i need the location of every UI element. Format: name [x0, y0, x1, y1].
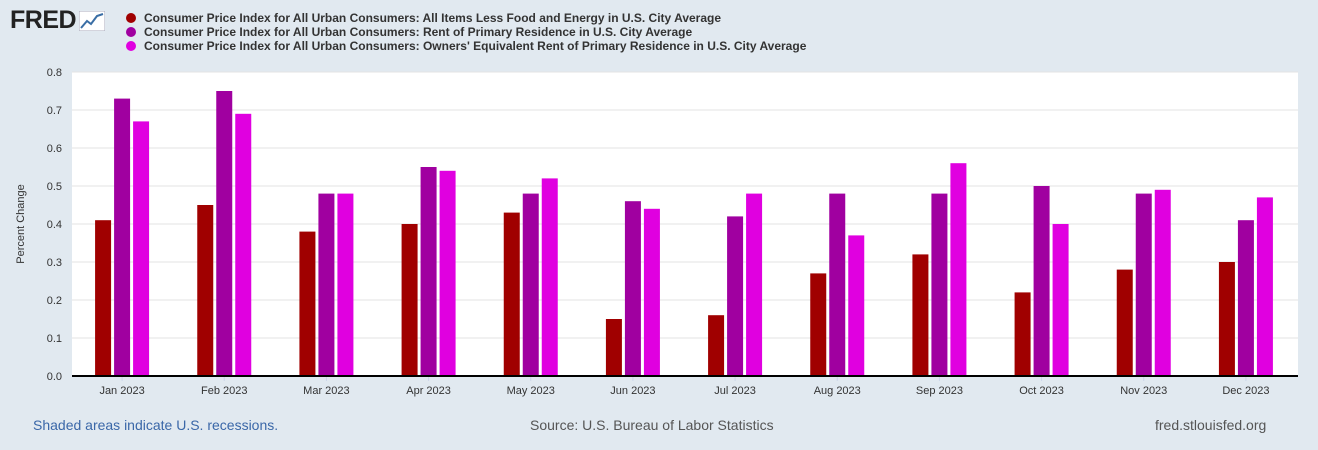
bar — [197, 205, 214, 376]
chart-legend: Consumer Price Index for All Urban Consu… — [126, 11, 806, 53]
legend-item[interactable]: Consumer Price Index for All Urban Consu… — [126, 25, 806, 39]
y-axis-label: Percent Change — [15, 184, 27, 264]
bar — [1033, 186, 1050, 376]
x-tick-label: Feb 2023 — [201, 385, 247, 397]
logo-text: FRED — [10, 6, 77, 34]
bar — [605, 319, 622, 376]
source-text: Source: U.S. Bureau of Labor Statistics — [530, 417, 774, 433]
bar — [1256, 197, 1273, 376]
bar — [420, 167, 437, 376]
recessions-note[interactable]: Shaded areas indicate U.S. recessions. — [33, 417, 279, 433]
bar — [810, 273, 827, 376]
bar — [337, 193, 354, 376]
y-tick-label: 0.6 — [47, 143, 62, 155]
site-link[interactable]: fred.stlouisfed.org — [1155, 417, 1267, 433]
y-tick-label: 0.2 — [47, 295, 62, 307]
x-tick-label: Jun 2023 — [610, 385, 655, 397]
bar — [1116, 269, 1133, 376]
x-tick-label: May 2023 — [507, 385, 555, 397]
y-tick-label: 0.0 — [47, 371, 62, 383]
y-tick-label: 0.5 — [47, 181, 62, 193]
legend-marker — [126, 27, 136, 37]
bar — [746, 193, 763, 376]
bar — [133, 121, 150, 377]
bar — [503, 212, 520, 376]
x-tick-label: Mar 2023 — [303, 385, 349, 397]
bar — [114, 98, 131, 376]
bar — [727, 216, 744, 376]
bar — [95, 220, 112, 376]
bar — [299, 231, 316, 376]
x-tick-label: Jul 2023 — [714, 385, 756, 397]
x-tick-label: Jan 2023 — [99, 385, 144, 397]
y-tick-label: 0.8 — [47, 67, 62, 79]
bar-chart: 0.0 0.1 0.2 0.3 0.4 0.5 0.6 0.7 0.8 Percent Chang… — [15, 67, 1298, 397]
bar — [1135, 193, 1152, 376]
bar — [216, 91, 233, 376]
bar — [1052, 224, 1069, 376]
legend-label: Consumer Price Index for All Urban Consu… — [144, 39, 807, 53]
x-tick-label: Apr 2023 — [406, 385, 451, 397]
legend-label: Consumer Price Index for All Urban Consu… — [144, 11, 722, 25]
chart-line-icon — [79, 10, 106, 31]
bar — [1218, 262, 1235, 376]
bar — [931, 193, 948, 376]
bar — [1014, 292, 1031, 376]
bar — [708, 315, 725, 376]
legend-item[interactable]: Consumer Price Index for All Urban Consu… — [126, 11, 806, 25]
bar — [541, 178, 558, 376]
fred-logo[interactable]: FRED — [10, 6, 106, 35]
legend-item[interactable]: Consumer Price Index for All Urban Consu… — [126, 39, 806, 53]
bar — [912, 254, 929, 376]
y-tick-label: 0.7 — [47, 105, 62, 117]
x-tick-label: Dec 2023 — [1222, 385, 1269, 397]
bar — [848, 235, 865, 376]
bar — [1154, 189, 1171, 376]
x-tick-label: Oct 2023 — [1019, 385, 1064, 397]
bar — [522, 193, 539, 376]
x-tick-label: Nov 2023 — [1120, 385, 1167, 397]
bar — [643, 208, 660, 376]
legend-marker — [126, 41, 136, 51]
bar — [439, 170, 456, 376]
legend-marker — [126, 13, 136, 23]
y-tick-label: 0.3 — [47, 257, 62, 269]
x-tick-label: Aug 2023 — [814, 385, 861, 397]
bar — [950, 163, 967, 376]
legend-label: Consumer Price Index for All Urban Consu… — [144, 25, 693, 39]
bar — [401, 224, 418, 376]
x-tick-label: Sep 2023 — [916, 385, 963, 397]
y-tick-label: 0.1 — [47, 333, 62, 345]
bar — [318, 193, 335, 376]
bar — [829, 193, 846, 376]
bar — [1237, 220, 1254, 376]
y-tick-label: 0.4 — [47, 219, 62, 231]
bar — [624, 201, 641, 376]
bar — [235, 113, 252, 377]
